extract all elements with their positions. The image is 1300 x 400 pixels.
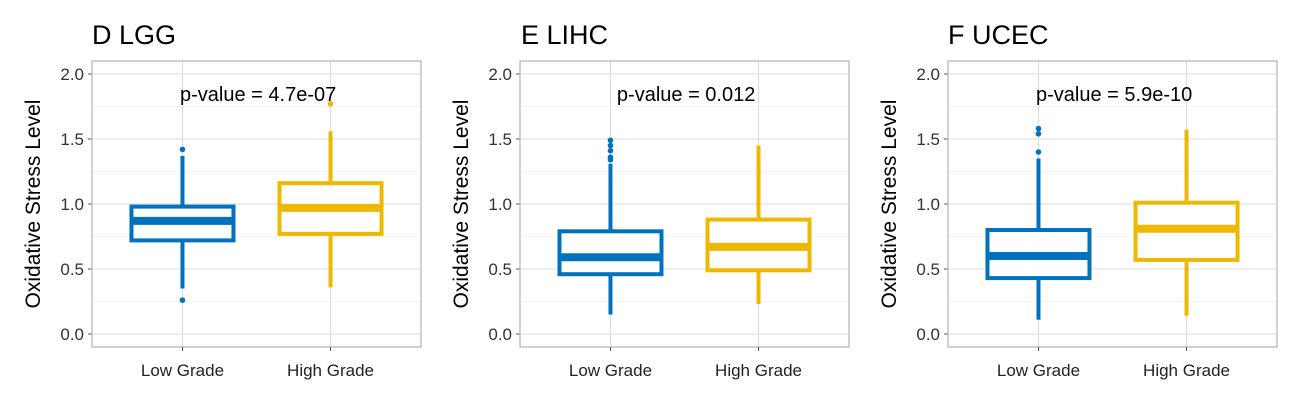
outlier-point (327, 101, 334, 107)
outlier-point (607, 142, 614, 149)
y-tick-label: 1.0 (488, 195, 512, 214)
outlier-point (607, 147, 614, 154)
panel-title: F UCEC (948, 20, 1049, 50)
y-tick-label: 2.0 (916, 65, 940, 84)
y-tick-label: 2.0 (488, 65, 512, 84)
y-tick-label: 0.0 (488, 325, 512, 344)
x-tick-label: High Grade (287, 361, 374, 380)
y-tick-label: 1.0 (60, 195, 84, 214)
outlier-point (179, 297, 186, 304)
outlier-point (1035, 125, 1042, 132)
panel-title: E LIHC (521, 20, 608, 50)
y-tick-label: 1.0 (916, 195, 940, 214)
y-tick-label: 0.0 (60, 325, 84, 344)
outlier-point (607, 137, 614, 144)
panel-title: D LGG (92, 20, 176, 50)
outlier-point (1035, 131, 1042, 137)
y-tick-label: 0.5 (488, 260, 512, 279)
x-tick-label: Low Grade (141, 361, 224, 380)
y-axis-label: Oxidative Stress Level (878, 100, 901, 309)
outlier-point (607, 154, 614, 160)
y-axis-label: Oxidative Stress Level (22, 100, 45, 309)
plot-border (91, 60, 422, 348)
plot-border (947, 60, 1278, 348)
y-tick-label: 0.5 (916, 260, 940, 279)
y-axis-label: Oxidative Stress Level (450, 100, 473, 309)
box (557, 229, 664, 277)
y-tick-label: 0.5 (60, 260, 84, 279)
x-tick-label: High Grade (715, 361, 802, 380)
x-tick-label: Low Grade (997, 361, 1080, 380)
chart-panel-0: 0.0 0.5 1.0 1.5 2.0 Low Grade High Grade D LGG p… (22, 20, 422, 380)
chart-panel-2: 0.0 0.5 1.0 1.5 2.0 Low Grade High Grade F UCEC… (878, 20, 1278, 380)
chart-panel-1: 0.0 0.5 1.0 1.5 2.0 Low Grade High Grade E LIHC… (450, 20, 850, 380)
y-tick-label: 0.0 (916, 325, 940, 344)
outlier-point (179, 146, 186, 153)
x-tick-label: High Grade (1143, 361, 1230, 380)
y-tick-label: 1.5 (60, 130, 84, 149)
y-tick-label: 1.5 (916, 130, 940, 149)
x-tick-label: Low Grade (569, 361, 652, 380)
outlier-point (1035, 149, 1042, 155)
y-tick-label: 1.5 (488, 130, 512, 149)
plot-border (519, 60, 850, 348)
y-tick-label: 2.0 (60, 65, 84, 84)
p-value-annotation: p-value = 5.9e-10 (1036, 84, 1192, 106)
p-value-annotation: p-value = 0.012 (617, 84, 755, 106)
p-value-annotation: p-value = 4.7e-07 (180, 84, 336, 106)
